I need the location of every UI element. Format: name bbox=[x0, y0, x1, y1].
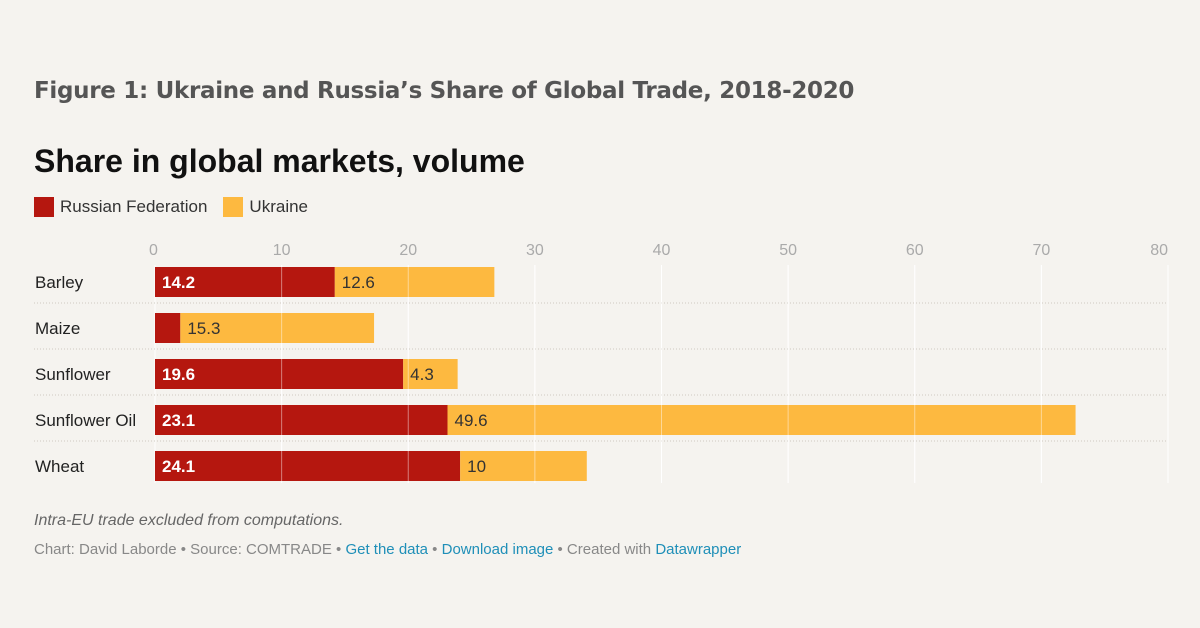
footer-credit: Chart: David Laborde • Source: COMTRADE … bbox=[34, 541, 346, 558]
category-label: Barley bbox=[35, 273, 84, 292]
x-tick-label: 60 bbox=[906, 242, 924, 259]
data-label-russia: 19.6 bbox=[162, 365, 195, 384]
bar-russia bbox=[155, 313, 181, 343]
legend-item-russia: Russian Federation bbox=[34, 197, 207, 217]
data-label-ukraine: 12.6 bbox=[342, 273, 375, 292]
x-tick-label: 30 bbox=[526, 242, 544, 259]
category-label: Wheat bbox=[35, 457, 84, 476]
label-layer: Barley 14.2 12.6 Maize 15.3 Sunflower 19.6 4.3 S… bbox=[35, 273, 488, 476]
chart-note: Intra-EU trade excluded from computation… bbox=[34, 512, 344, 529]
bar-russia bbox=[155, 405, 448, 435]
bar-ukraine bbox=[334, 267, 495, 297]
data-label-russia: 14.2 bbox=[162, 273, 195, 292]
legend-label-russia: Russian Federation bbox=[60, 197, 208, 216]
category-label: Sunflower bbox=[35, 365, 111, 384]
legend: Russian Federation Ukraine bbox=[34, 197, 324, 217]
legend-swatch-ukraine bbox=[223, 197, 244, 217]
figure-title: Figure 1: Ukraine and Russia’s Share of … bbox=[34, 78, 855, 104]
x-tick-label: 20 bbox=[399, 242, 417, 259]
footer-created-with: • Created with bbox=[553, 541, 656, 558]
data-label-russia: 24.1 bbox=[162, 457, 195, 476]
data-label-russia: 23.1 bbox=[162, 411, 195, 430]
x-tick-label: 0 bbox=[149, 242, 158, 259]
bar-russia bbox=[155, 267, 335, 297]
category-label: Sunflower Oil bbox=[35, 411, 136, 430]
bar-ukraine bbox=[403, 359, 458, 389]
chart-footer: Chart: David Laborde • Source: COMTRADE … bbox=[34, 541, 741, 558]
gridline-over-layer bbox=[281, 265, 1169, 483]
bar-russia bbox=[155, 451, 461, 481]
datawrapper-link[interactable]: Datawrapper bbox=[655, 541, 742, 558]
x-tick-label: 80 bbox=[1150, 242, 1168, 259]
legend-item-ukraine: Ukraine bbox=[223, 197, 308, 217]
chart-title: Share in global markets, volume bbox=[34, 143, 525, 179]
bar-russia bbox=[155, 359, 404, 389]
footer-separator: • bbox=[428, 541, 442, 558]
bar-layer bbox=[155, 267, 1076, 481]
download-image-link[interactable]: Download image bbox=[441, 541, 554, 558]
x-tick-label: 50 bbox=[779, 242, 797, 259]
x-tick-label: 40 bbox=[653, 242, 671, 259]
data-label-ukraine: 10 bbox=[467, 457, 486, 476]
data-label-ukraine: 15.3 bbox=[187, 319, 220, 338]
category-label: Maize bbox=[35, 319, 80, 338]
bar-ukraine bbox=[180, 313, 375, 343]
bar-ukraine bbox=[447, 405, 1076, 435]
x-tick-label: 70 bbox=[1032, 242, 1050, 259]
legend-swatch-russia bbox=[34, 197, 54, 217]
data-label-ukraine: 49.6 bbox=[455, 411, 488, 430]
get-data-link[interactable]: Get the data bbox=[345, 541, 429, 558]
x-tick-label: 10 bbox=[273, 242, 291, 259]
legend-label-ukraine: Ukraine bbox=[249, 197, 309, 216]
data-label-ukraine: 4.3 bbox=[410, 365, 434, 384]
bar-ukraine bbox=[460, 451, 587, 481]
